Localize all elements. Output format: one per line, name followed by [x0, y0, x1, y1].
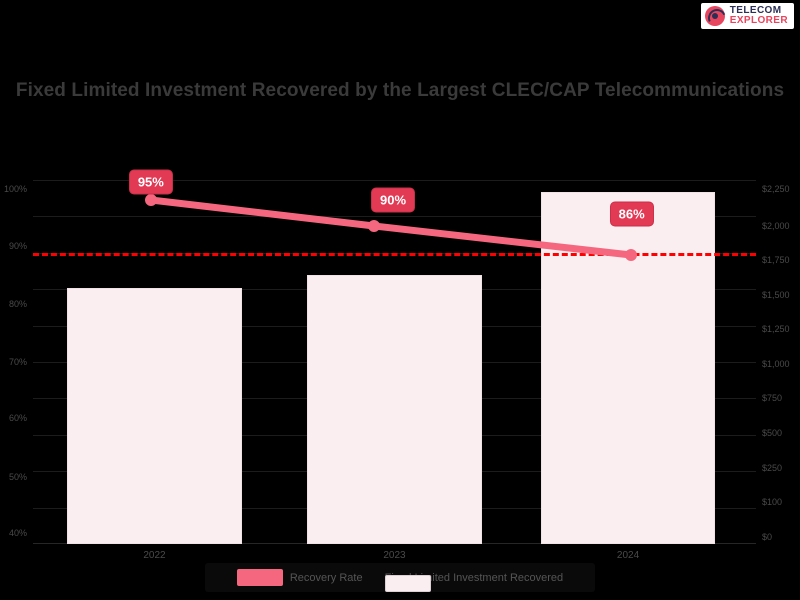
y-right-tick: $2,250: [762, 184, 790, 195]
data-point-2022: [145, 194, 157, 206]
brand-logo: TELECOM EXPLORER: [700, 3, 794, 29]
y-right-tick: $1,750: [762, 255, 790, 266]
x-label-2023: 2023: [383, 550, 406, 561]
gridline: [33, 216, 756, 218]
x-label-2022: 2022: [143, 550, 166, 561]
y-left-tick: 80%: [8, 298, 27, 309]
legend-item-recovery-rate[interactable]: Recovery Rate: [236, 569, 363, 586]
y-left-tick: 50%: [8, 471, 27, 482]
threshold-line: [33, 253, 756, 257]
y-right-tick: $250: [762, 462, 783, 473]
data-label-2023: 90%: [371, 187, 416, 213]
legend-label: Recovery Rate: [289, 571, 363, 584]
y-right-tick: $2,000: [762, 220, 790, 231]
legend-swatch-line-icon: [236, 569, 283, 586]
y-left-tick: 40%: [8, 528, 27, 539]
data-point-2023: [368, 220, 380, 232]
y-left-tick: 60%: [8, 413, 27, 424]
data-point-2024: [625, 249, 637, 261]
y-left-tick: 90%: [8, 240, 27, 251]
plot-area: 100% 90% 80% 70% 60% 50% 40% $2,250 $2,0…: [4, 169, 790, 561]
bar-2023[interactable]: [307, 275, 482, 544]
y-right-tick: $750: [762, 393, 783, 404]
recovery-rate-line: [145, 194, 637, 261]
chart-title: Fixed Limited Investment Recovered by th…: [15, 80, 785, 101]
data-label-2024: 86%: [609, 201, 654, 227]
y-left-tick: 100%: [3, 184, 27, 195]
chart-legend: Recovery Rate Fixed Limited Investment R…: [205, 563, 595, 592]
y-right-tick: $100: [762, 497, 783, 508]
y-right-tick: $1,500: [762, 289, 790, 300]
data-label-2022: 95%: [128, 169, 173, 195]
y-right-tick: $1,250: [762, 324, 790, 335]
bar-2022[interactable]: [66, 288, 242, 544]
legend-item-investment-recovered[interactable]: Fixed Limited Investment Recovered: [384, 572, 563, 592]
legend-swatch-bar-icon: [384, 575, 431, 592]
gridline: [33, 180, 756, 181]
y-left-tick: 70%: [8, 357, 27, 367]
logo-wordmark: TELECOM EXPLORER: [730, 6, 788, 26]
x-label-2024: 2024: [616, 550, 640, 561]
swirl-logo-icon: [704, 6, 725, 26]
y-right-tick: $1,000: [762, 358, 790, 369]
y-right-tick: $500: [762, 427, 783, 438]
y-right-tick: $0: [762, 531, 773, 542]
logo-line-1: TELECOM: [729, 5, 782, 16]
logo-line-2: EXPLORER: [729, 15, 788, 26]
